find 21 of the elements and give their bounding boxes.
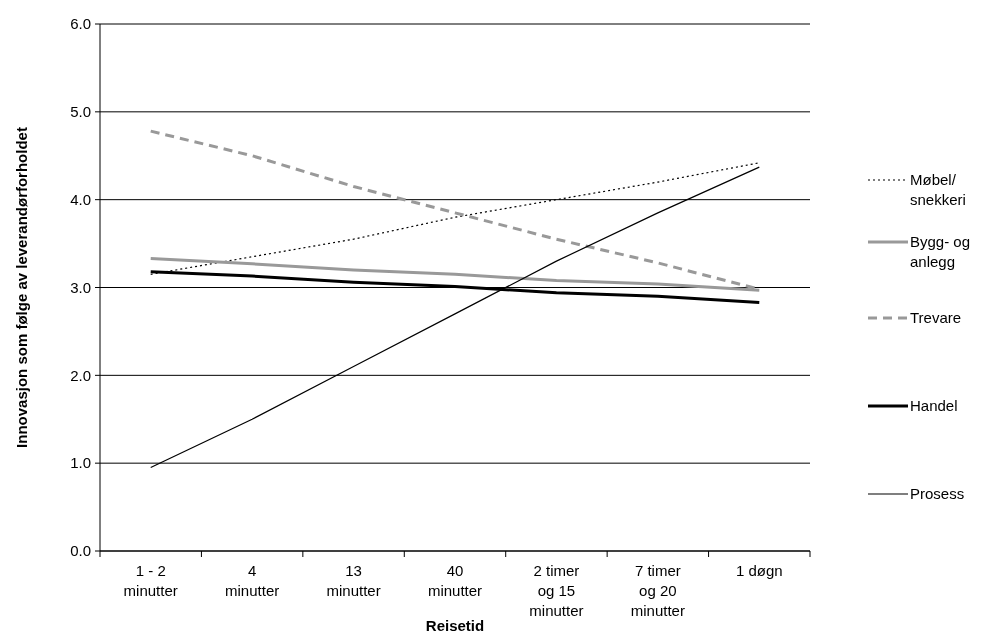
y-tick-label: 4.0 — [70, 190, 91, 208]
x-tick-label: 1 døgn — [735, 562, 783, 579]
y-axis-title: Innovasjon som følge av leverandørforholdet — [13, 127, 30, 448]
y-tick-label: 5.0 — [70, 103, 91, 121]
x-tick-label: 40 minutter — [427, 562, 483, 599]
x-tick-label: 13 minutter — [326, 562, 381, 599]
x-axis-title: Reisetid — [425, 617, 485, 634]
legend-label: Møbel/ snekkeri — [910, 171, 966, 209]
legend-label: Trevare — [910, 309, 962, 327]
y-tick-label: 3.0 — [70, 278, 91, 296]
x-tick-label: 2 timer og 15 minutter — [529, 562, 584, 619]
x-tick-label: 4 minutter — [225, 562, 280, 599]
legend-label: Handel — [910, 397, 958, 415]
x-tick-label: 7 timer og 20 minutter — [630, 562, 685, 619]
y-tick-label: 0.0 — [70, 542, 91, 560]
x-tick-label: 1 - 2 minutter — [123, 562, 178, 599]
y-tick-label: 1.0 — [70, 454, 91, 472]
legend-label: Prosess — [910, 485, 965, 503]
y-tick-label: 2.0 — [70, 366, 91, 384]
y-tick-label: 6.0 — [70, 15, 91, 33]
legend-label: Bygg- og anlegg — [910, 233, 971, 271]
